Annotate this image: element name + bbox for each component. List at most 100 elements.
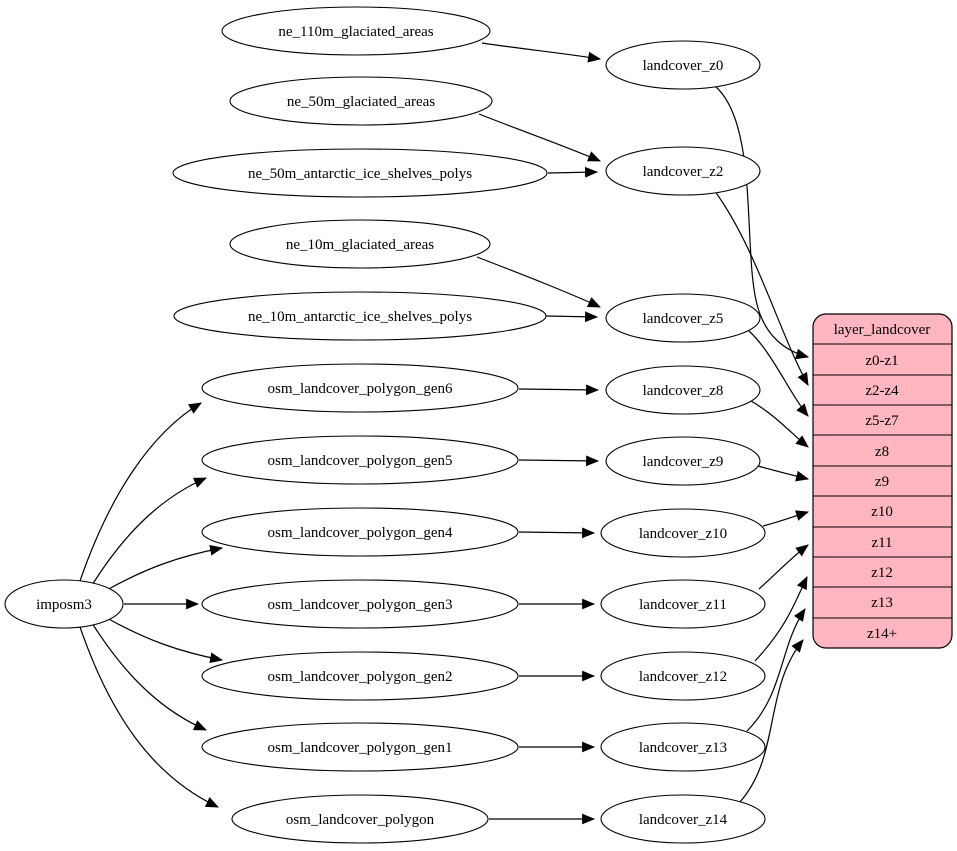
node-label: ne_50m_antarctic_ice_shelves_polys bbox=[248, 166, 472, 182]
node-label: landcover_z5 bbox=[643, 311, 724, 327]
node-ne_50m_glaciated_areas: ne_50m_glaciated_areas bbox=[229, 76, 493, 126]
table-row-z2-z4: z2-z4 bbox=[865, 383, 899, 399]
node-label: landcover_z2 bbox=[643, 164, 724, 180]
node-ellipse bbox=[600, 794, 766, 844]
node-osm_landcover_polygon_gen3: osm_landcover_polygon_gen3 bbox=[201, 579, 519, 629]
node-label: landcover_z10 bbox=[639, 526, 727, 542]
node-label: landcover_z8 bbox=[643, 383, 724, 399]
node-ellipse bbox=[229, 219, 491, 269]
node-ellipse bbox=[201, 579, 519, 629]
node-label: ne_110m_glaciated_areas bbox=[278, 24, 433, 40]
node-label: ne_10m_glaciated_areas bbox=[286, 237, 434, 253]
edge-imposm3-gen2 bbox=[104, 616, 224, 664]
edge-ne50m-z2 bbox=[478, 113, 601, 162]
edge-ne10m-antarctic-z5 bbox=[545, 311, 599, 323]
node-ellipse bbox=[172, 148, 548, 198]
node-osm_landcover_polygon_gen4: osm_landcover_polygon_gen4 bbox=[201, 507, 519, 557]
node-label: landcover_z11 bbox=[639, 597, 727, 613]
node-label: osm_landcover_polygon_gen2 bbox=[268, 669, 453, 685]
node-landcover_z8: landcover_z8 bbox=[605, 365, 761, 415]
node-landcover_z9: landcover_z9 bbox=[605, 436, 761, 486]
node-landcover_z2: landcover_z2 bbox=[605, 146, 761, 196]
node-label: osm_landcover_polygon_gen6 bbox=[268, 381, 453, 397]
node-ellipse bbox=[231, 794, 489, 844]
edge-z14-row bbox=[738, 639, 804, 804]
edge-ne50m-antarctic-z2 bbox=[547, 166, 599, 178]
table-row-z10: z10 bbox=[871, 504, 893, 520]
node-osm_landcover_polygon: osm_landcover_polygon bbox=[231, 794, 489, 844]
node-landcover_z5: landcover_z5 bbox=[605, 293, 761, 343]
edge-z10-row bbox=[762, 510, 810, 527]
table-row-z8: z8 bbox=[875, 444, 889, 460]
node-ellipse bbox=[229, 76, 493, 126]
node-landcover_z11: landcover_z11 bbox=[600, 579, 766, 629]
node-label: imposm3 bbox=[36, 597, 92, 613]
edge-imposm3-gen1 bbox=[91, 622, 207, 731]
edge-gen4-z10 bbox=[518, 527, 596, 539]
node-label: ne_10m_antarctic_ice_shelves_polys bbox=[248, 309, 472, 325]
node-ellipse bbox=[201, 363, 519, 413]
node-osm_landcover_polygon_gen5: osm_landcover_polygon_gen5 bbox=[201, 435, 519, 485]
table-background bbox=[812, 313, 953, 649]
edge-imposm3-polygon bbox=[79, 626, 219, 808]
edge-z12-row bbox=[754, 576, 808, 662]
node-ellipse bbox=[605, 146, 761, 196]
node-ellipse bbox=[605, 436, 761, 486]
edge-imposm3-gen6 bbox=[79, 402, 202, 582]
node-ellipse bbox=[201, 507, 519, 557]
node-label: landcover_z13 bbox=[639, 740, 727, 756]
node-label: osm_landcover_polygon_gen1 bbox=[268, 740, 453, 756]
node-label: osm_landcover_polygon_gen5 bbox=[268, 453, 453, 469]
edge-z2-row bbox=[713, 189, 809, 386]
node-label: landcover_z0 bbox=[643, 58, 724, 74]
node-landcover_z14: landcover_z14 bbox=[600, 794, 766, 844]
table-row-z14plus: z14+ bbox=[867, 626, 897, 642]
node-ellipse bbox=[605, 293, 761, 343]
node-label: osm_landcover_polygon_gen3 bbox=[268, 597, 453, 613]
node-ellipse bbox=[605, 40, 761, 90]
node-ellipse bbox=[4, 579, 124, 629]
edge-gen5-z9 bbox=[518, 455, 600, 467]
table-row-z5-z7: z5-z7 bbox=[865, 413, 899, 429]
edge-z0-row bbox=[714, 85, 810, 360]
node-ne_110m_glaciated_areas: ne_110m_glaciated_areas bbox=[221, 6, 491, 56]
edge-ne110m-z0 bbox=[481, 42, 602, 63]
edge-z11-row bbox=[758, 544, 809, 590]
node-ellipse bbox=[221, 6, 491, 56]
node-ellipse bbox=[201, 435, 519, 485]
node-ne_10m_antarctic_ice_shelves_polys: ne_10m_antarctic_ice_shelves_polys bbox=[173, 291, 547, 341]
node-ellipse bbox=[600, 508, 766, 558]
node-label: ne_50m_glaciated_areas bbox=[287, 94, 435, 110]
node-label: osm_landcover_polygon bbox=[286, 812, 435, 828]
edge-gen6-z8 bbox=[518, 384, 600, 396]
node-ellipse bbox=[605, 365, 761, 415]
node-ellipse bbox=[201, 651, 519, 701]
node-imposm3: imposm3 bbox=[4, 579, 124, 629]
node-ne_50m_antarctic_ice_shelves_polys: ne_50m_antarctic_ice_shelves_polys bbox=[172, 148, 548, 198]
table-row-z11: z11 bbox=[871, 535, 892, 551]
node-ne_10m_glaciated_areas: ne_10m_glaciated_areas bbox=[229, 219, 491, 269]
table-row-z0-z1: z0-z1 bbox=[865, 353, 898, 369]
node-ellipse bbox=[600, 579, 766, 629]
edge-z8-row bbox=[750, 400, 809, 448]
edge-imposm3-gen4 bbox=[104, 544, 224, 592]
table-row-z13: z13 bbox=[871, 595, 893, 611]
table-layer_landcover: layer_landcover z0-z1 z2-z4 z5-z7 z8 z9 … bbox=[812, 313, 953, 649]
node-landcover_z13: landcover_z13 bbox=[600, 722, 766, 772]
table-row-z12: z12 bbox=[871, 565, 893, 581]
node-landcover_z0: landcover_z0 bbox=[605, 40, 761, 90]
table-title: layer_landcover bbox=[834, 322, 931, 338]
node-osm_landcover_polygon_gen2: osm_landcover_polygon_gen2 bbox=[201, 651, 519, 701]
node-landcover_z10: landcover_z10 bbox=[600, 508, 766, 558]
node-ellipse bbox=[201, 722, 519, 772]
node-label: osm_landcover_polygon_gen4 bbox=[268, 525, 453, 541]
edge-ne10m-z5 bbox=[476, 256, 601, 308]
table-row-z9: z9 bbox=[875, 474, 889, 490]
node-label: landcover_z14 bbox=[639, 812, 728, 828]
node-landcover_z12: landcover_z12 bbox=[600, 651, 766, 701]
node-label: landcover_z12 bbox=[639, 669, 727, 685]
node-osm_landcover_polygon_gen6: osm_landcover_polygon_gen6 bbox=[201, 363, 519, 413]
node-label: landcover_z9 bbox=[643, 454, 724, 470]
node-osm_landcover_polygon_gen1: osm_landcover_polygon_gen1 bbox=[201, 722, 519, 772]
